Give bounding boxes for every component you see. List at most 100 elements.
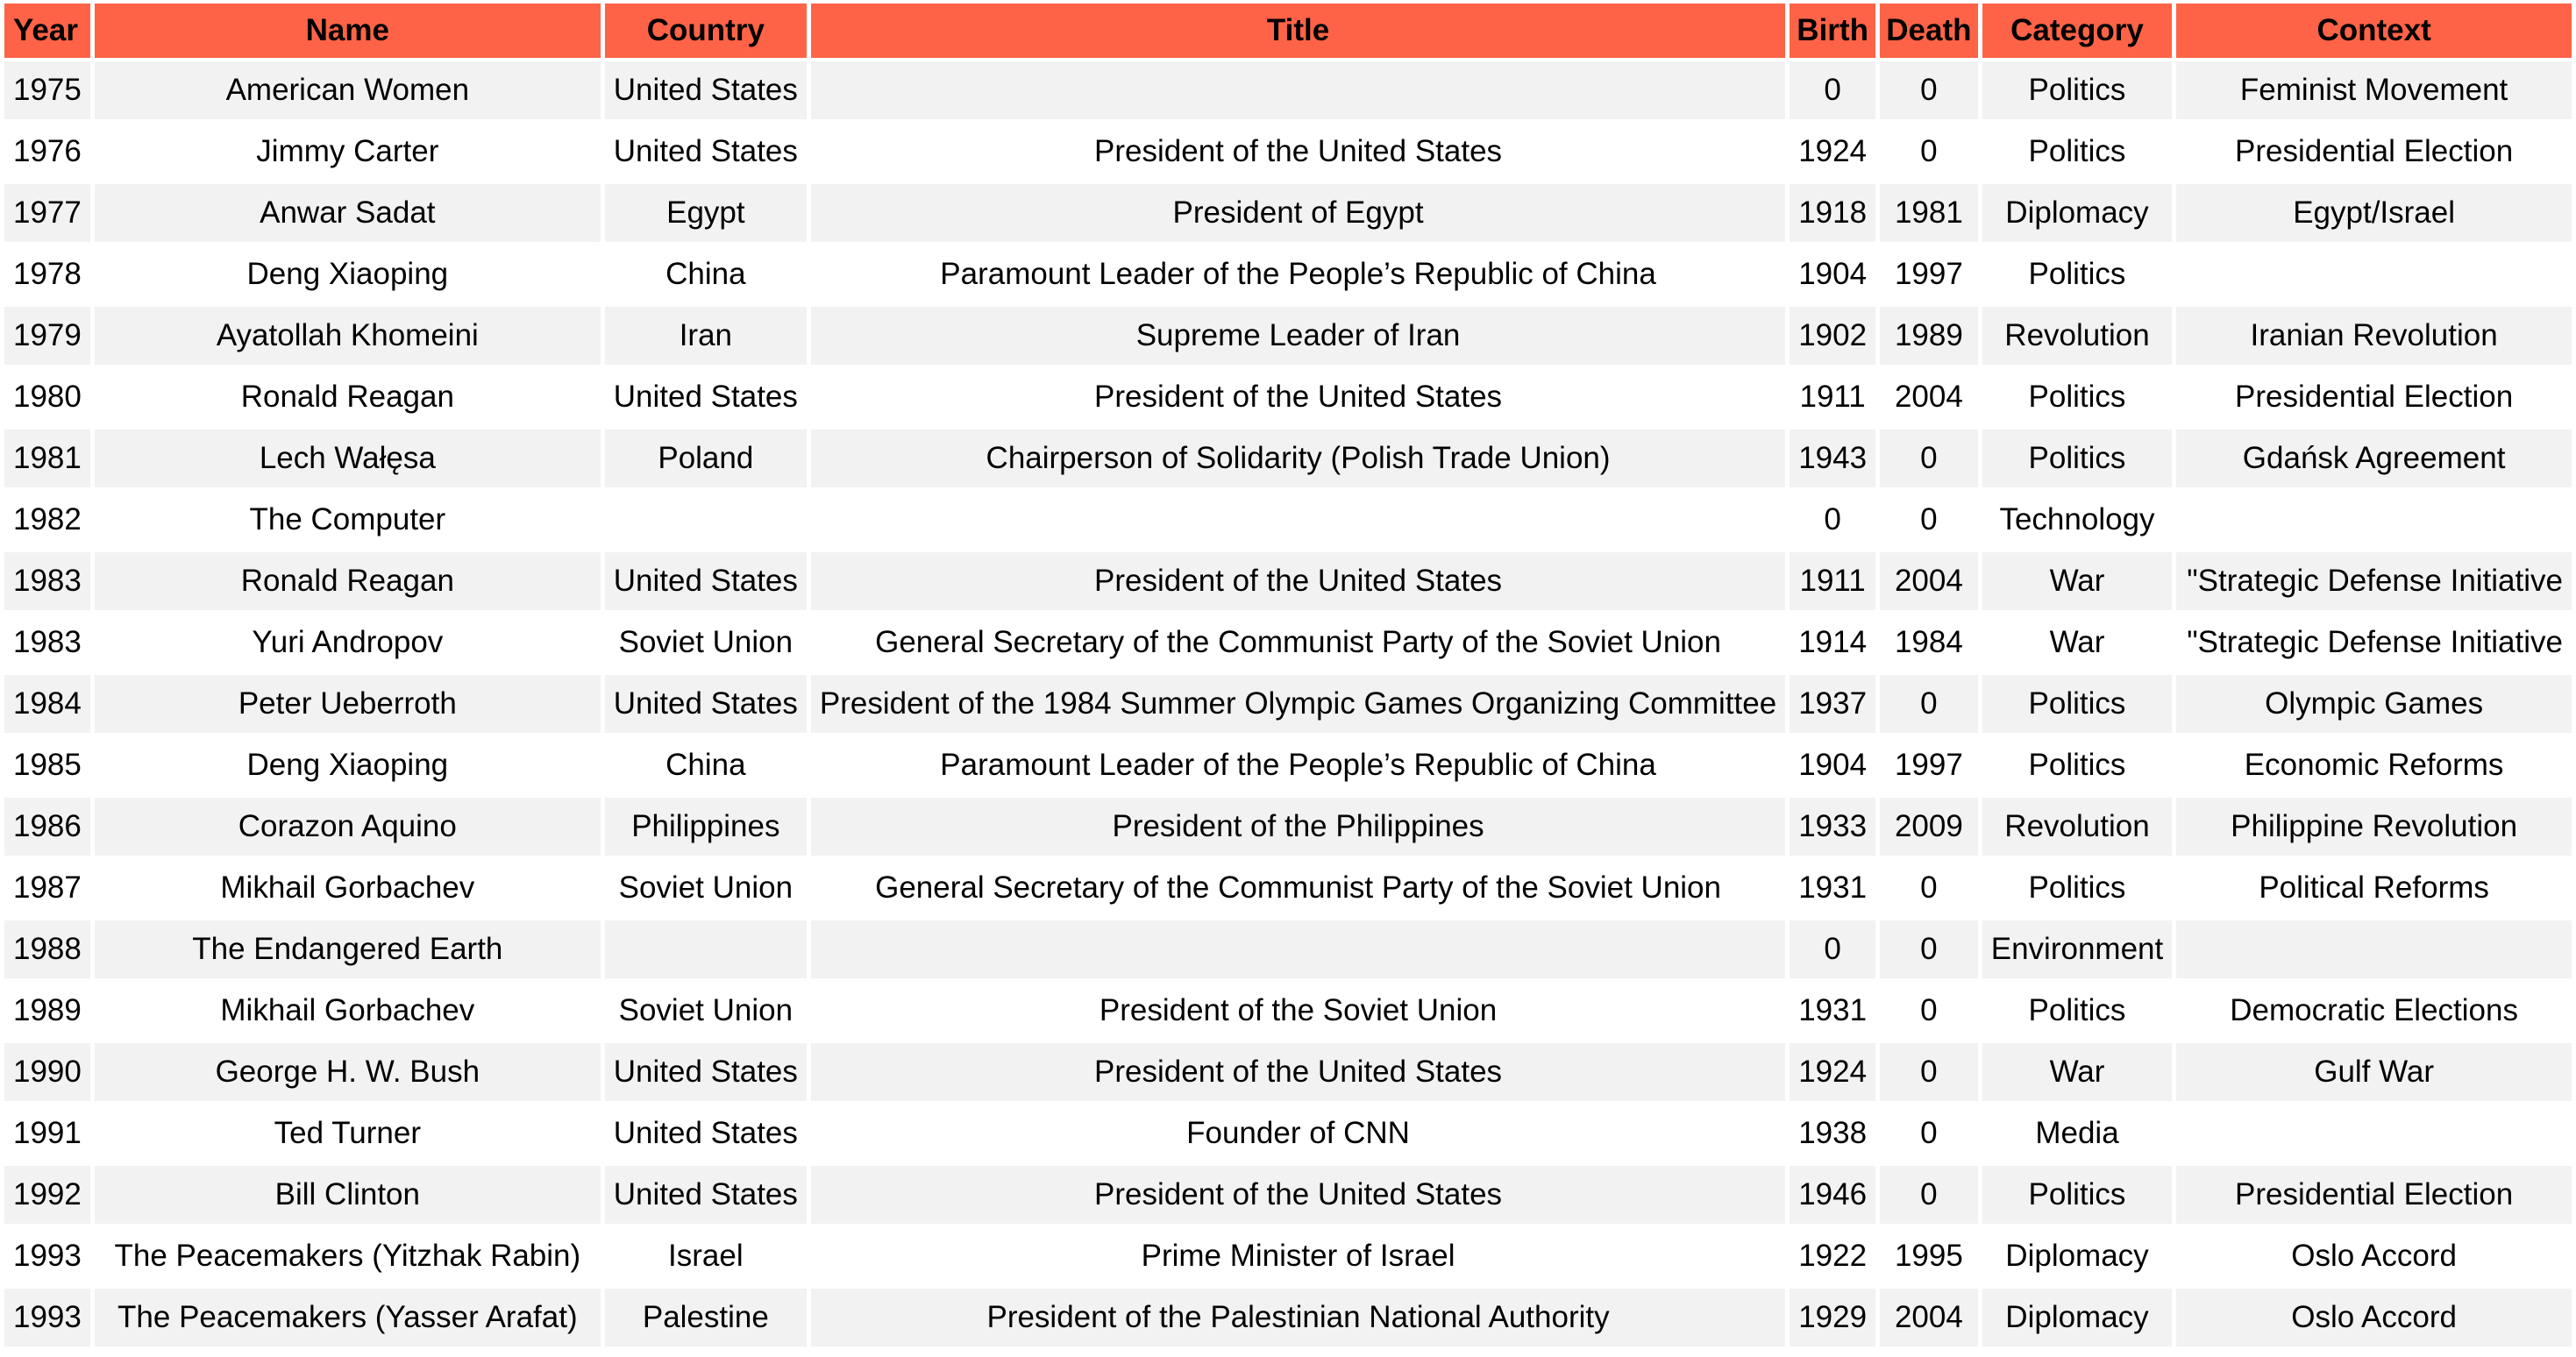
cell-birth[interactable]: 1933 — [1790, 798, 1876, 856]
cell-context[interactable] — [2176, 245, 2572, 303]
cell-birth[interactable]: 1918 — [1790, 184, 1876, 242]
cell-context[interactable]: Gulf War — [2176, 1043, 2572, 1101]
cell-death[interactable]: 1997 — [1880, 736, 1978, 794]
cell-birth[interactable]: 1929 — [1790, 1289, 1876, 1346]
cell-country[interactable]: United States — [604, 123, 807, 181]
cell-context[interactable]: Feminist Movement — [2176, 61, 2572, 119]
cell-title[interactable]: President of the Palestinian National Au… — [810, 1289, 1786, 1346]
cell-birth[interactable]: 1904 — [1790, 736, 1876, 794]
cell-country[interactable]: Iran — [604, 307, 807, 365]
cell-country[interactable]: United States — [604, 552, 807, 610]
cell-category[interactable]: Revolution — [1982, 798, 2173, 856]
cell-category[interactable]: War — [1982, 1043, 2173, 1101]
cell-name[interactable]: Jimmy Carter — [94, 123, 601, 181]
cell-country[interactable]: Soviet Union — [604, 614, 807, 671]
cell-category[interactable]: Politics — [1982, 245, 2173, 303]
cell-birth[interactable]: 0 — [1790, 920, 1876, 978]
cell-year[interactable]: 1976 — [4, 123, 90, 181]
cell-death[interactable]: 0 — [1880, 920, 1978, 978]
cell-year[interactable]: 1981 — [4, 430, 90, 487]
cell-name[interactable]: Lech Wałęsa — [94, 430, 601, 487]
cell-title[interactable]: President of the United States — [810, 1166, 1786, 1224]
cell-name[interactable]: The Endangered Earth — [94, 920, 601, 978]
cell-title[interactable]: Founder of CNN — [810, 1105, 1786, 1162]
cell-death[interactable]: 1981 — [1880, 184, 1978, 242]
cell-name[interactable]: The Peacemakers (Yasser Arafat) — [94, 1289, 601, 1346]
cell-title[interactable]: President of the 1984 Summer Olympic Gam… — [810, 675, 1786, 733]
cell-country[interactable]: China — [604, 736, 807, 794]
cell-country[interactable]: Poland — [604, 430, 807, 487]
cell-year[interactable]: 1975 — [4, 61, 90, 119]
cell-title[interactable]: Chairperson of Solidarity (Polish Trade … — [810, 430, 1786, 487]
cell-year[interactable]: 1978 — [4, 245, 90, 303]
cell-context[interactable]: Egypt/Israel — [2176, 184, 2572, 242]
cell-death[interactable]: 0 — [1880, 123, 1978, 181]
cell-birth[interactable]: 1937 — [1790, 675, 1876, 733]
cell-title[interactable]: Supreme Leader of Iran — [810, 307, 1786, 365]
cell-year[interactable]: 1977 — [4, 184, 90, 242]
cell-name[interactable]: Ayatollah Khomeini — [94, 307, 601, 365]
column-header-year[interactable]: Year — [4, 4, 90, 58]
cell-name[interactable]: Deng Xiaoping — [94, 245, 601, 303]
cell-year[interactable]: 1980 — [4, 368, 90, 426]
cell-year[interactable]: 1993 — [4, 1289, 90, 1346]
cell-birth[interactable]: 1914 — [1790, 614, 1876, 671]
cell-name[interactable]: The Peacemakers (Yitzhak Rabin) — [94, 1227, 601, 1285]
cell-title[interactable]: Paramount Leader of the People’s Republi… — [810, 736, 1786, 794]
cell-death[interactable]: 0 — [1880, 675, 1978, 733]
cell-category[interactable]: War — [1982, 614, 2173, 671]
cell-country[interactable]: China — [604, 245, 807, 303]
cell-category[interactable]: Politics — [1982, 1166, 2173, 1224]
cell-name[interactable]: Ronald Reagan — [94, 552, 601, 610]
cell-context[interactable]: Olympic Games — [2176, 675, 2572, 733]
cell-title[interactable]: President of Egypt — [810, 184, 1786, 242]
cell-birth[interactable]: 1904 — [1790, 245, 1876, 303]
cell-name[interactable]: Deng Xiaoping — [94, 736, 601, 794]
cell-name[interactable]: Peter Ueberroth — [94, 675, 601, 733]
cell-country[interactable]: Soviet Union — [604, 859, 807, 917]
cell-death[interactable]: 0 — [1880, 982, 1978, 1040]
cell-year[interactable]: 1979 — [4, 307, 90, 365]
column-header-context[interactable]: Context — [2176, 4, 2572, 58]
cell-title[interactable] — [810, 61, 1786, 119]
cell-name[interactable]: American Women — [94, 61, 601, 119]
cell-death[interactable]: 1997 — [1880, 245, 1978, 303]
cell-context[interactable] — [2176, 920, 2572, 978]
cell-birth[interactable]: 1931 — [1790, 982, 1876, 1040]
cell-context[interactable]: Philippine Revolution — [2176, 798, 2572, 856]
cell-death[interactable]: 2004 — [1880, 368, 1978, 426]
cell-title[interactable]: President of the United States — [810, 123, 1786, 181]
cell-title[interactable] — [810, 920, 1786, 978]
cell-context[interactable]: Gdańsk Agreement — [2176, 430, 2572, 487]
cell-death[interactable]: 2009 — [1880, 798, 1978, 856]
cell-year[interactable]: 1989 — [4, 982, 90, 1040]
cell-country[interactable]: Philippines — [604, 798, 807, 856]
cell-name[interactable]: Yuri Andropov — [94, 614, 601, 671]
cell-title[interactable]: President of the Philippines — [810, 798, 1786, 856]
cell-name[interactable]: Ronald Reagan — [94, 368, 601, 426]
cell-country[interactable] — [604, 491, 807, 549]
cell-death[interactable]: 0 — [1880, 491, 1978, 549]
cell-year[interactable]: 1993 — [4, 1227, 90, 1285]
cell-year[interactable]: 1985 — [4, 736, 90, 794]
cell-country[interactable]: United States — [604, 61, 807, 119]
cell-death[interactable]: 0 — [1880, 1043, 1978, 1101]
cell-birth[interactable]: 1902 — [1790, 307, 1876, 365]
cell-category[interactable]: Technology — [1982, 491, 2173, 549]
cell-title[interactable]: President of the United States — [810, 552, 1786, 610]
cell-title[interactable]: General Secretary of the Communist Party… — [810, 859, 1786, 917]
cell-name[interactable]: George H. W. Bush — [94, 1043, 601, 1101]
cell-category[interactable]: Politics — [1982, 675, 2173, 733]
cell-birth[interactable]: 1938 — [1790, 1105, 1876, 1162]
cell-death[interactable]: 0 — [1880, 859, 1978, 917]
cell-category[interactable]: Diplomacy — [1982, 1289, 2173, 1346]
cell-year[interactable]: 1984 — [4, 675, 90, 733]
cell-title[interactable]: Prime Minister of Israel — [810, 1227, 1786, 1285]
cell-year[interactable]: 1982 — [4, 491, 90, 549]
cell-country[interactable]: Egypt — [604, 184, 807, 242]
cell-category[interactable]: Politics — [1982, 982, 2173, 1040]
cell-year[interactable]: 1991 — [4, 1105, 90, 1162]
cell-birth[interactable]: 0 — [1790, 491, 1876, 549]
cell-country[interactable]: Soviet Union — [604, 982, 807, 1040]
cell-year[interactable]: 1986 — [4, 798, 90, 856]
